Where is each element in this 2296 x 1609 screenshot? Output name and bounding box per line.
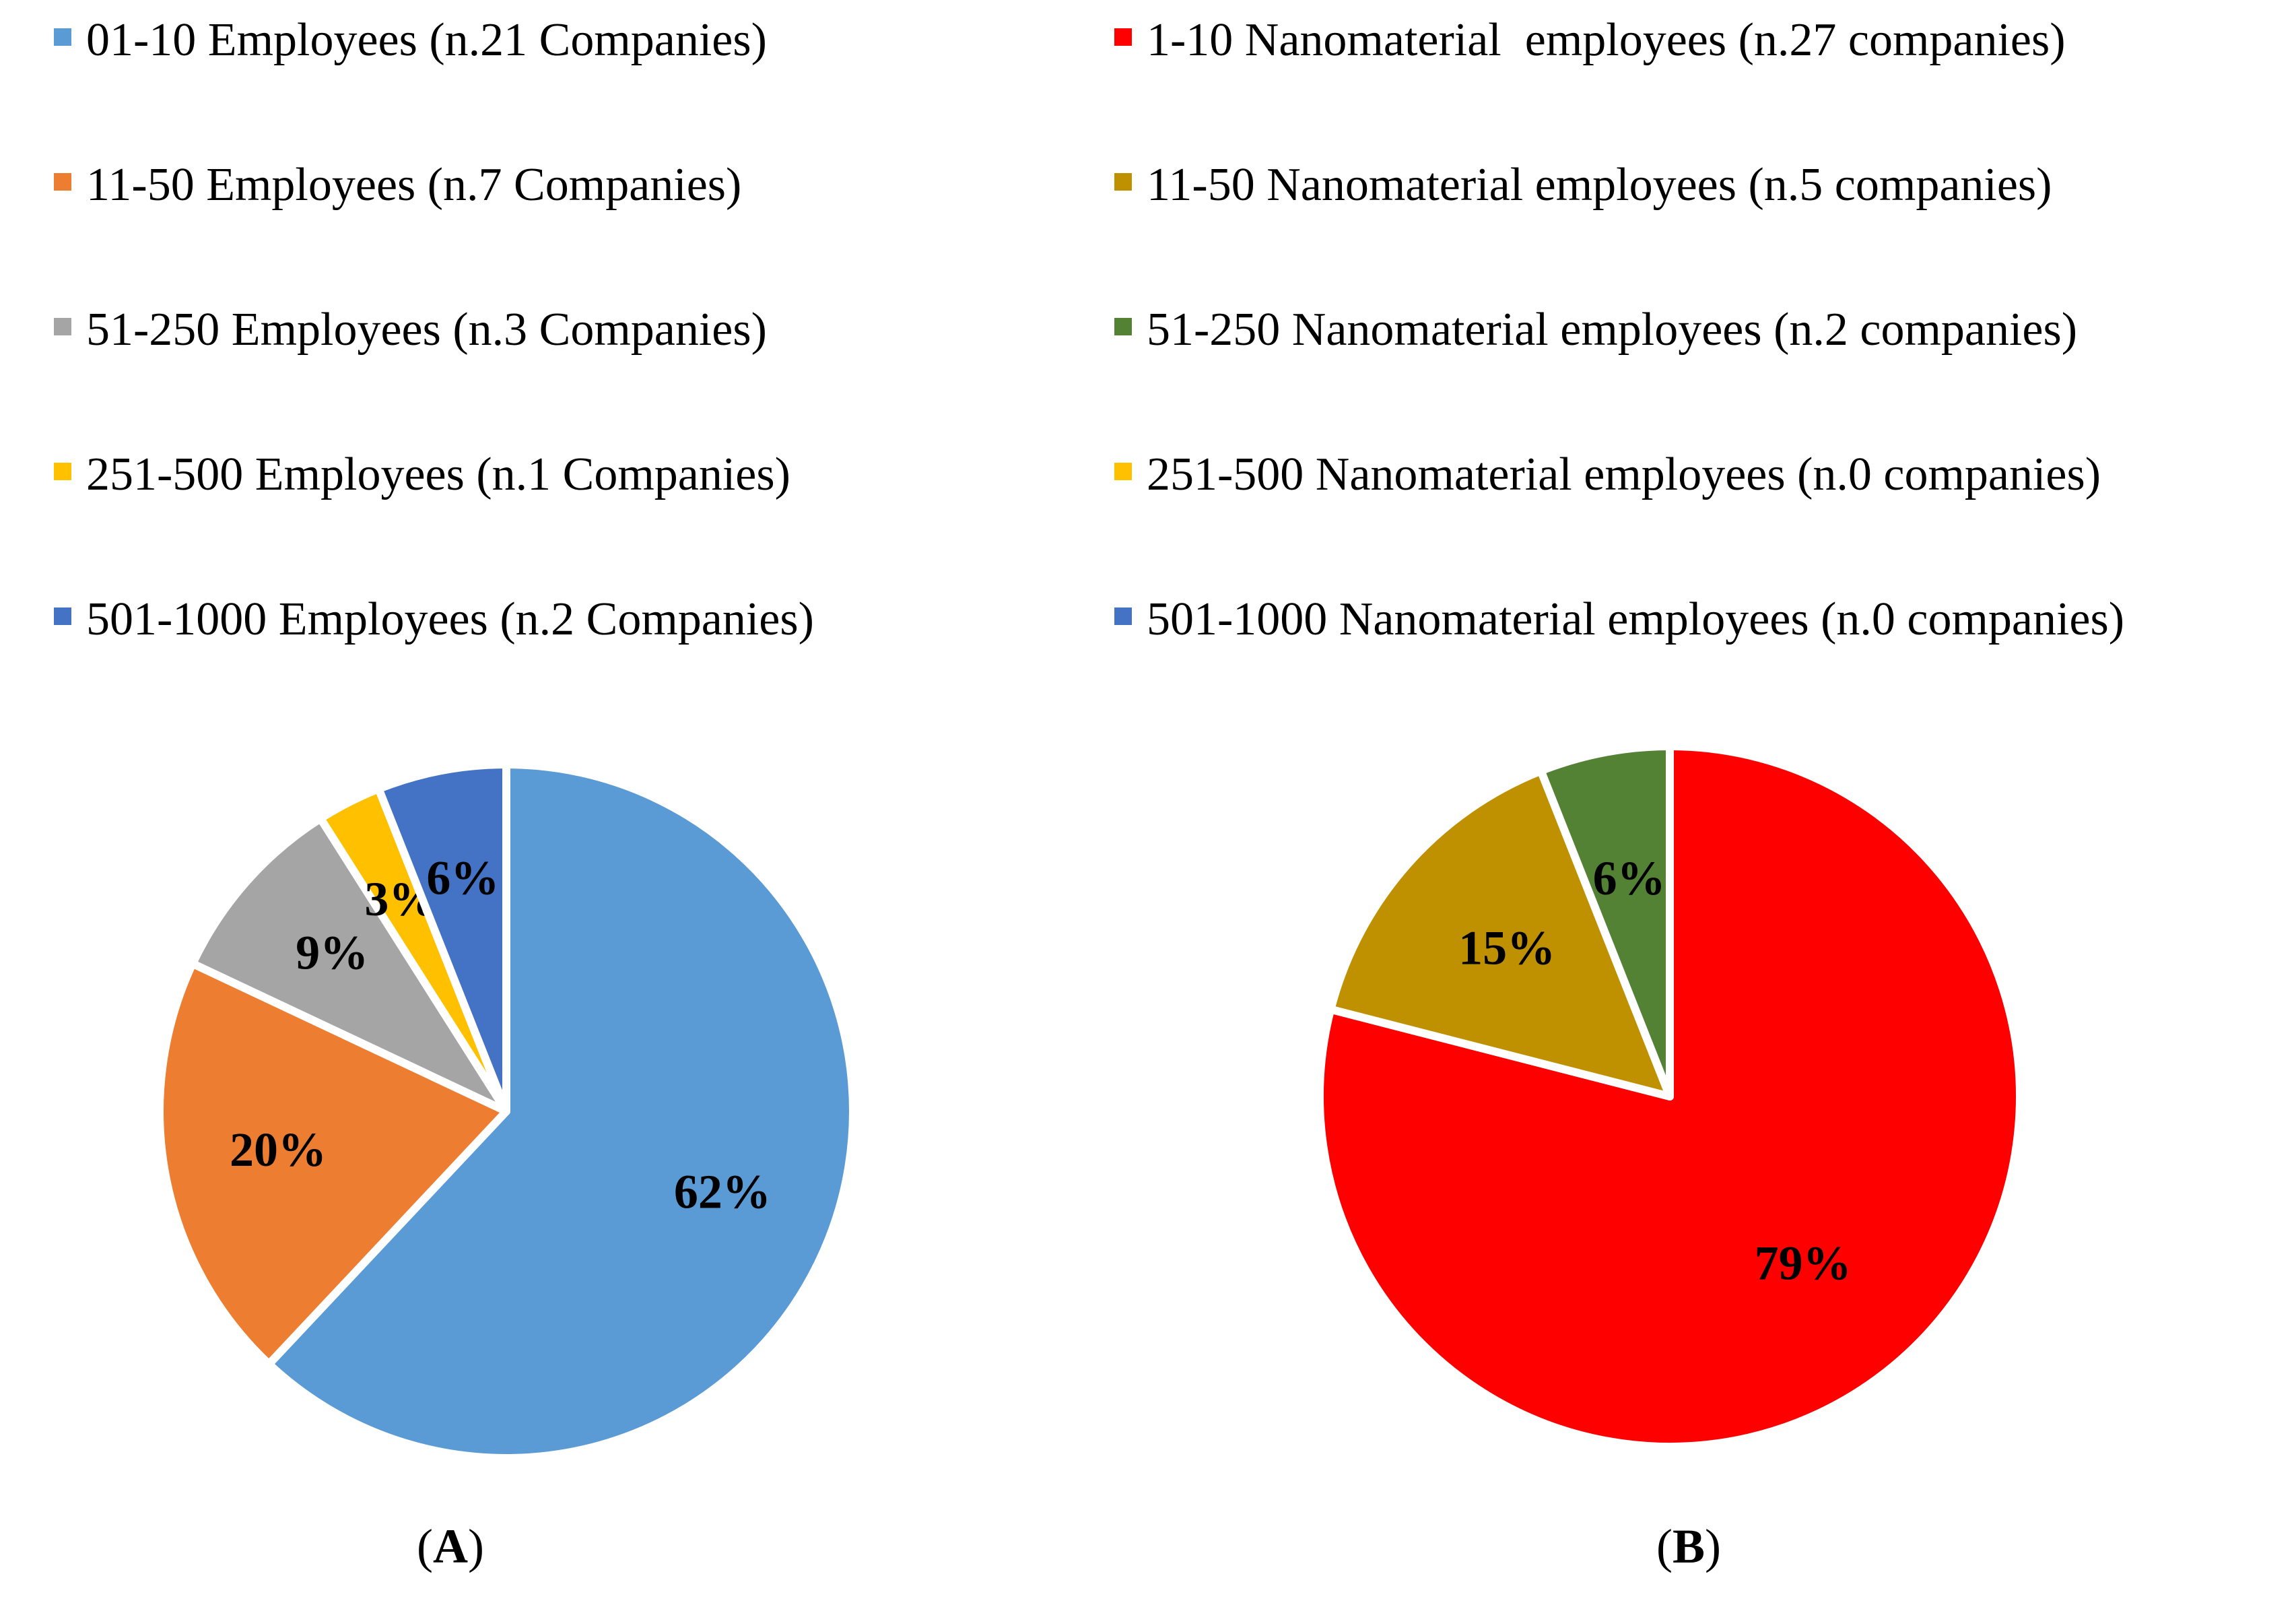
legend-label: 501-1000 Employees (n.2 Companies) (86, 593, 814, 645)
pie-slice (374, 760, 510, 1115)
legend-item: 501-1000 Nanomaterial employees (n.0 com… (1114, 579, 2124, 724)
pie-chart-a: 62%20%9%3%6% (156, 760, 857, 1462)
slice-value-label: 15% (1458, 921, 1555, 975)
slice-value-label: 6% (426, 851, 499, 905)
slice-value-label: 79% (1755, 1236, 1852, 1290)
legend-label: 11-50 Employees (n.7 Companies) (86, 159, 742, 211)
legend-swatch (54, 463, 71, 480)
legend-label: 1-10 Nanomaterial employees (n.27 compan… (1147, 14, 2066, 66)
legend-swatch (1114, 318, 1132, 335)
pie-slice (189, 814, 510, 1115)
legend-b: 1-10 Nanomaterial employees (n.27 compan… (1114, 0, 2124, 724)
legend-swatch (54, 28, 71, 46)
legend-item: 11-50 Nanomaterial employees (n.5 compan… (1114, 145, 2124, 290)
legend-swatch (54, 173, 71, 191)
legend-swatch (1114, 173, 1132, 191)
legend-swatch (1114, 463, 1132, 480)
panel-label-a: (A) (417, 1519, 484, 1573)
legend-label: 501-1000 Nanomaterial employees (n.0 com… (1147, 593, 2125, 645)
legend-label: 51-250 Nanomaterial employees (n.2 compa… (1147, 304, 2078, 356)
legend-swatch (54, 318, 71, 335)
legend-item: 01-10 Employees (n.21 Companies) (54, 0, 814, 145)
slice-value-label: 62% (674, 1165, 771, 1219)
legend-label: 01-10 Employees (n.21 Companies) (86, 14, 767, 66)
legend-label: 251-500 Employees (n.1 Companies) (86, 449, 790, 500)
legend-item: 501-1000 Employees (n.2 Companies) (54, 579, 814, 724)
legend-label: 51-250 Employees (n.3 Companies) (86, 304, 767, 356)
slice-value-label: 9% (296, 925, 368, 979)
legend-swatch (1114, 28, 1132, 46)
slice-value-label: 6% (1593, 851, 1666, 905)
pie-slice (156, 959, 510, 1369)
legend-item: 251-500 Nanomaterial employees (n.0 comp… (1114, 434, 2124, 579)
pie-chart-b: 79% 15% 6% (1316, 742, 2025, 1451)
pie-slice (265, 760, 857, 1462)
legend-swatch (1114, 608, 1132, 625)
legend-item: 51-250 Employees (n.3 Companies) (54, 290, 814, 434)
legend-item: 51-250 Nanomaterial employees (n.2 compa… (1114, 290, 2124, 434)
slice-value-label: 20% (230, 1123, 327, 1177)
legend-item: 11-50 Employees (n.7 Companies) (54, 145, 814, 290)
pie-slice (1537, 742, 1674, 1101)
legend-item: 251-500 Employees (n.1 Companies) (54, 434, 814, 579)
pie-slice (1326, 766, 1674, 1101)
legend-swatch (54, 608, 71, 625)
legend-a: 01-10 Employees (n.21 Companies) 11-50 E… (54, 0, 814, 724)
panel-label-b: (B) (1656, 1519, 1721, 1573)
legend-label: 251-500 Nanomaterial employees (n.0 comp… (1147, 449, 2101, 500)
legend-label: 11-50 Nanomaterial employees (n.5 compan… (1147, 159, 2052, 211)
legend-item: 1-10 Nanomaterial employees (n.27 compan… (1114, 0, 2124, 145)
